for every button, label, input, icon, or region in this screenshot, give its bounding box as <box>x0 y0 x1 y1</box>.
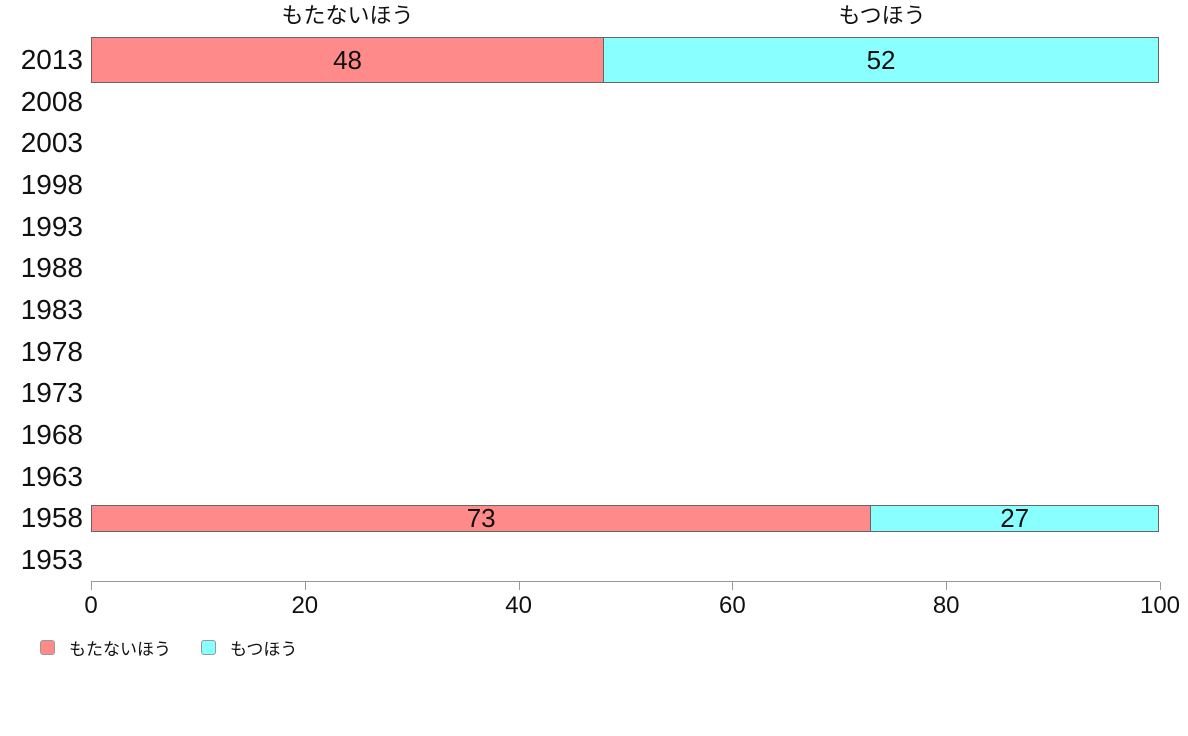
bar-value-label: 73 <box>466 502 496 533</box>
x-axis-tick-label: 0 <box>84 592 98 619</box>
legend-label: もたないほう <box>69 640 171 659</box>
bar-segment-right: 52 <box>603 37 1159 83</box>
legend: もたないほう もつほう <box>40 635 297 660</box>
x-axis-tick-label: 80 <box>932 592 960 619</box>
x-axis-tick-label: 60 <box>719 592 746 619</box>
y-axis-label: 1983 <box>20 294 83 326</box>
y-axis-label: 1988 <box>20 252 83 284</box>
y-axis-label: 2003 <box>20 127 83 159</box>
legend-swatch <box>201 640 216 655</box>
x-axis-line <box>91 581 1160 582</box>
bar-value-label: 48 <box>333 44 363 75</box>
column-header-right: もつほう <box>838 3 926 28</box>
legend-item: もたないほう <box>40 635 171 660</box>
x-axis-tick <box>304 582 306 590</box>
bar-segment-left: 73 <box>91 502 872 533</box>
x-axis-tick <box>732 582 734 590</box>
legend-item: もつほう <box>201 635 297 660</box>
y-axis-label: 1958 <box>20 502 83 534</box>
y-axis-label: 1953 <box>20 544 83 576</box>
y-axis-label: 1973 <box>20 377 83 409</box>
y-axis-label: 1993 <box>20 210 83 242</box>
bar-value-label: 52 <box>866 44 896 75</box>
x-axis-tick-label: 100 <box>1139 592 1181 619</box>
bar-value-label: 27 <box>1000 502 1030 533</box>
y-axis-label: 1968 <box>20 419 83 451</box>
bar-segment-left: 48 <box>91 37 605 83</box>
x-axis-tick <box>1160 582 1161 590</box>
x-axis-tick <box>946 582 948 590</box>
bar-segment-right: 27 <box>870 502 1159 533</box>
legend-label: もつほう <box>230 640 298 659</box>
column-header-left: もたないほう <box>281 3 414 28</box>
y-axis-label: 2008 <box>20 85 83 117</box>
x-axis-tick-label: 40 <box>505 592 532 619</box>
y-axis-label: 1963 <box>20 460 83 492</box>
y-axis-label: 2013 <box>20 44 83 75</box>
legend-swatch <box>40 640 55 655</box>
x-axis-tick <box>91 582 92 590</box>
y-axis-label: 1978 <box>20 335 83 367</box>
bar-row: 73 27 <box>91 502 1160 533</box>
y-axis-label: 1998 <box>20 169 83 200</box>
x-axis-tick <box>518 582 520 590</box>
x-axis-tick-label: 20 <box>291 592 319 619</box>
bar-row: 48 52 <box>91 37 1160 83</box>
